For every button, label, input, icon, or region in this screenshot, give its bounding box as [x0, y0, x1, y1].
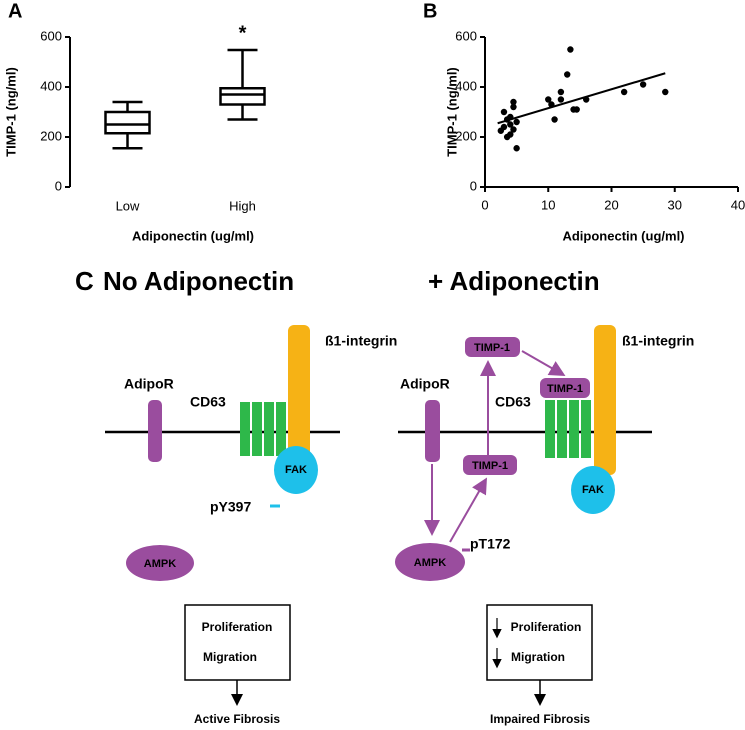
fak — [571, 466, 615, 514]
label: AdipoR — [124, 376, 174, 392]
outcome-box — [184, 604, 291, 681]
x-axis-label: Adiponectin (ug/ml) — [562, 228, 684, 243]
x-tick-label: High — [229, 198, 256, 213]
point — [567, 46, 574, 53]
label: CD63 — [495, 394, 531, 410]
fak — [274, 446, 318, 494]
y-tick-label: 200 — [455, 128, 477, 143]
point — [500, 123, 508, 131]
label: Migration — [203, 650, 257, 664]
integrin — [288, 325, 310, 475]
ampk — [126, 545, 194, 581]
point — [573, 106, 580, 113]
label: FAK — [285, 464, 307, 476]
arrows — [424, 350, 566, 543]
point — [557, 88, 565, 96]
panel-label: C — [75, 266, 94, 296]
label: Proliferation — [202, 620, 273, 634]
y-axis-label: TIMP-1 (ng/ml) — [444, 67, 459, 157]
point — [513, 145, 520, 152]
y-axis-label: TIMP-1 (ng/ml) — [3, 67, 18, 157]
cd63 — [545, 400, 591, 458]
point — [500, 108, 508, 116]
point — [507, 121, 514, 128]
label: AMPK — [414, 557, 446, 569]
panel-label: A — [8, 0, 22, 22]
x-tick-label: 20 — [604, 197, 618, 212]
diagram-title: + Adiponectin — [428, 266, 600, 296]
y-tick-label: 0 — [55, 178, 62, 193]
timp1 — [463, 455, 517, 475]
point — [510, 126, 517, 133]
trendline — [497, 72, 666, 125]
y-tick-label: 0 — [470, 178, 477, 193]
point — [510, 103, 517, 111]
x-tick-label: 10 — [541, 197, 555, 212]
x-tick-label: 40 — [731, 197, 745, 212]
cd63 — [240, 402, 286, 456]
label: AMPK — [144, 558, 176, 570]
label: pY397 — [210, 499, 251, 515]
y-tick-label: 400 — [455, 78, 477, 93]
label: Active Fibrosis — [194, 712, 280, 726]
point — [564, 71, 571, 78]
x-tick-label: 0 — [481, 197, 488, 212]
point — [557, 96, 565, 103]
x-axis-label: Adiponectin (ug/ml) — [132, 228, 254, 243]
label: Impaired Fibrosis — [490, 712, 590, 726]
point — [545, 96, 552, 103]
point — [639, 81, 647, 88]
timp1 — [465, 337, 520, 357]
point — [662, 88, 669, 96]
label: Migration — [511, 650, 565, 664]
label: CD63 — [190, 394, 226, 410]
panel-label: B — [423, 0, 437, 22]
label: FAK — [582, 484, 604, 496]
y-tick-label: 200 — [40, 128, 62, 143]
diagram: C No Adiponectin + Adiponectin AdipoR CD… — [75, 266, 694, 726]
outcome-box — [486, 604, 593, 681]
adipor — [148, 400, 162, 462]
y-tick-label: 600 — [455, 28, 477, 43]
point — [510, 98, 517, 106]
integrin — [594, 325, 616, 475]
x-tick-label: 30 — [668, 197, 682, 212]
point — [513, 118, 520, 126]
label: ß1-integrin — [622, 333, 694, 349]
label: Proliferation — [511, 620, 582, 634]
significance: * — [239, 22, 247, 44]
label: TIMP-1 — [547, 383, 583, 395]
ampk — [395, 543, 465, 581]
box — [104, 110, 151, 135]
point — [507, 131, 514, 138]
label: pT172 — [470, 536, 511, 552]
label: TIMP-1 — [474, 342, 510, 354]
label: ß1-integrin — [325, 333, 397, 349]
label: AdipoR — [400, 376, 450, 392]
label: TIMP-1 — [472, 460, 508, 472]
x-tick-label: Low — [116, 198, 140, 213]
point — [551, 116, 558, 123]
box — [219, 87, 266, 106]
timp1 — [540, 378, 590, 398]
point — [620, 88, 628, 96]
y-tick-label: 400 — [40, 78, 62, 93]
adipor — [425, 400, 440, 462]
y-tick-label: 600 — [40, 28, 62, 43]
diagram-title: No Adiponectin — [103, 266, 294, 296]
